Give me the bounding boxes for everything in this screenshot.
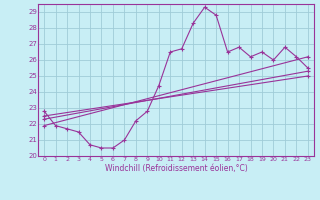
X-axis label: Windchill (Refroidissement éolien,°C): Windchill (Refroidissement éolien,°C) (105, 164, 247, 173)
